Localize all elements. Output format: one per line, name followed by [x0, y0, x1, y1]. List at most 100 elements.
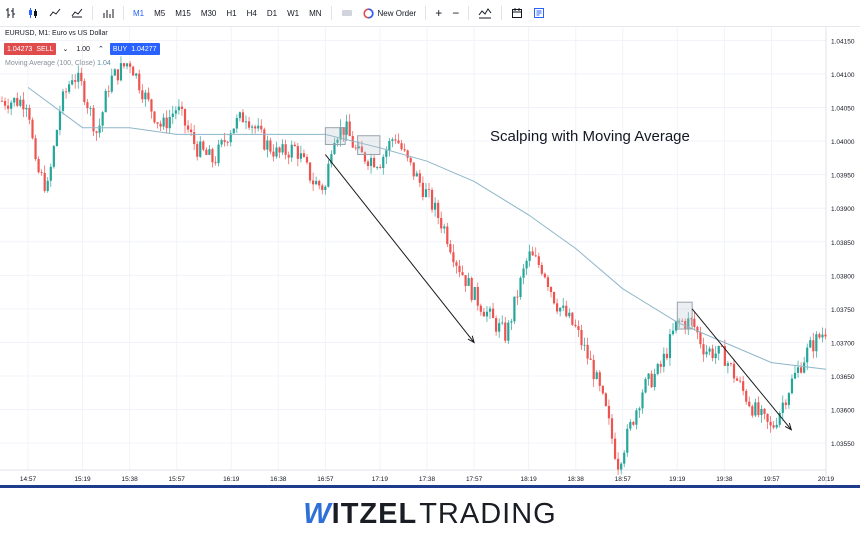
- candle-body: [357, 146, 360, 149]
- candle-body: [238, 112, 241, 119]
- candle-body: [376, 167, 379, 168]
- candle-body: [418, 173, 421, 183]
- highlight-box: [676, 301, 693, 330]
- time-axis-labels: 14:57 15:19 15:38 15:57 16:19 16:38 16:57 17:19…: [20, 476, 835, 483]
- candle-body: [266, 140, 269, 150]
- template-icon[interactable]: [528, 0, 550, 26]
- candles-icon[interactable]: [22, 0, 44, 26]
- candle-body: [229, 133, 232, 143]
- indicators-icon[interactable]: [473, 0, 497, 26]
- timeframe-m5[interactable]: M5: [154, 8, 166, 18]
- candle-body: [745, 390, 748, 402]
- new-order-button[interactable]: New Order: [358, 0, 422, 26]
- candle-body: [434, 202, 437, 210]
- candle-body: [385, 150, 388, 157]
- candle-body: [610, 418, 614, 439]
- trend-arrows: [324, 154, 793, 431]
- candle-body: [620, 463, 623, 470]
- candle-body: [257, 125, 260, 129]
- time-tick-label: 17:19: [372, 476, 389, 483]
- quantity-field[interactable]: ⌄ 1.00 ⌃: [56, 43, 109, 55]
- line-chart-icon[interactable]: [44, 0, 66, 26]
- candle-body: [226, 141, 229, 143]
- candle-body: [333, 142, 336, 155]
- candle-body: [604, 393, 607, 406]
- toolbar-divider: [468, 6, 470, 20]
- timeframe-d1[interactable]: D1: [266, 8, 278, 18]
- candle-body: [318, 180, 321, 186]
- time-tick-label: 17:38: [419, 476, 436, 483]
- one-click-trading-icon[interactable]: [336, 0, 358, 26]
- timeframe-h1[interactable]: H1: [226, 8, 237, 18]
- candle-body: [696, 326, 699, 333]
- timeframe-mn[interactable]: MN: [309, 8, 322, 18]
- witzel-trading-logo: W ITZEL TRADING: [303, 498, 556, 531]
- quantity-up-icon[interactable]: ⌃: [97, 46, 104, 53]
- candle-body: [113, 69, 116, 76]
- indicator-label[interactable]: Moving Average (100, Close) 1.04: [5, 60, 111, 67]
- candle-body: [162, 117, 165, 127]
- candle-body: [43, 172, 46, 191]
- toolbar-divider: [501, 6, 503, 20]
- bars-icon[interactable]: [0, 0, 22, 26]
- highlight-boxes: [324, 127, 693, 330]
- candle-body: [199, 141, 202, 157]
- candle-body: [388, 140, 391, 151]
- candle-body: [244, 121, 248, 123]
- candle-body: [64, 91, 68, 93]
- candle-body: [400, 143, 403, 150]
- sell-label: SELL: [36, 45, 54, 53]
- calendar-icon[interactable]: [506, 0, 528, 26]
- trend-arrow-head: [784, 422, 793, 431]
- candle-body: [217, 144, 220, 164]
- candle-body: [617, 458, 620, 470]
- bar-chart-icon[interactable]: [97, 0, 119, 26]
- timeframe-h4[interactable]: H4: [246, 8, 257, 18]
- price-tick-label: 1.04100: [831, 72, 855, 79]
- candle-body: [504, 322, 507, 341]
- candle-body: [739, 380, 742, 382]
- candle-body: [485, 311, 489, 317]
- candle-body: [208, 149, 211, 155]
- zoom-in-button[interactable]: +: [435, 6, 443, 20]
- candle-body: [409, 157, 412, 163]
- timeframe-m1[interactable]: M1: [133, 8, 145, 18]
- candle-body: [61, 91, 65, 111]
- candle-body: [202, 141, 205, 150]
- candle-body: [781, 402, 784, 413]
- candle-body: [415, 173, 418, 177]
- candle-body: [13, 97, 16, 103]
- sell-button[interactable]: 1.04273 SELL: [4, 43, 57, 55]
- candle-body: [452, 252, 455, 263]
- candle-body: [790, 378, 794, 394]
- area-chart-icon[interactable]: [66, 0, 88, 26]
- candle-body: [565, 305, 568, 317]
- candle-body: [119, 63, 123, 81]
- zoom-out-button[interactable]: −: [452, 6, 460, 20]
- timeframe-w1[interactable]: W1: [287, 8, 300, 18]
- candle-body: [153, 111, 156, 123]
- price-chart[interactable]: 1.04150 1.04100 1.04050 1.04000 1.03950 1.039…: [0, 27, 860, 485]
- candle-body: [735, 378, 739, 381]
- quantity-down-icon[interactable]: ⌄: [62, 46, 69, 53]
- candle-body: [174, 110, 177, 114]
- candle-body: [793, 372, 797, 379]
- candle-body: [284, 144, 287, 155]
- candle-body: [784, 402, 787, 405]
- candle-body: [308, 162, 312, 181]
- candle-body: [186, 125, 190, 130]
- buy-button[interactable]: BUY 1.04277: [109, 43, 160, 55]
- timeframe-m15[interactable]: M15: [175, 8, 191, 18]
- candle-body: [0, 100, 4, 102]
- candle-body: [461, 272, 464, 276]
- candle-body: [638, 408, 641, 411]
- trend-arrow-head: [467, 335, 475, 344]
- candle-body: [397, 140, 400, 144]
- candle-body: [254, 126, 257, 129]
- candle-body: [269, 140, 272, 152]
- time-tick-label: 20:19: [818, 476, 835, 483]
- candle-body: [150, 99, 153, 112]
- candle-body: [769, 421, 772, 426]
- candle-body: [205, 149, 208, 155]
- timeframe-m30[interactable]: M30: [200, 8, 217, 18]
